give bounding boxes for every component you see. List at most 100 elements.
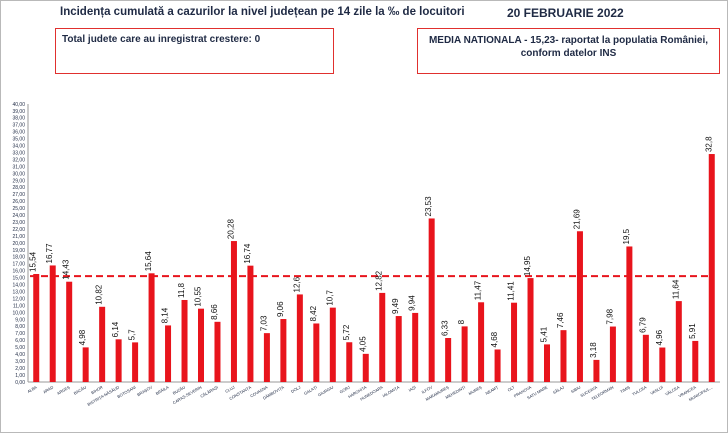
bar bbox=[247, 265, 254, 382]
y-tick-label: 15,00 bbox=[12, 276, 25, 282]
bar bbox=[576, 231, 583, 382]
data-label: 9,06 bbox=[276, 301, 285, 317]
data-label: 8,42 bbox=[309, 305, 318, 321]
y-tick-label: 23,00 bbox=[12, 220, 25, 226]
data-label: 4,98 bbox=[78, 329, 87, 345]
bar bbox=[544, 344, 550, 382]
data-label: 6,33 bbox=[441, 320, 450, 336]
data-label: 7,03 bbox=[259, 315, 268, 331]
category-label: BRAȘOV bbox=[136, 384, 153, 397]
y-tick-label: 4,00 bbox=[15, 352, 25, 358]
data-label: 14,43 bbox=[62, 259, 71, 280]
category-label: GORJ bbox=[339, 385, 351, 395]
y-tick-label: 37,00 bbox=[12, 123, 25, 129]
bar bbox=[494, 349, 501, 382]
data-label: 32,8 bbox=[704, 136, 713, 152]
y-tick-label: 33,00 bbox=[12, 150, 25, 156]
bar bbox=[99, 306, 106, 382]
y-tick-label: 24,00 bbox=[12, 213, 25, 219]
national-average-line2: conform datelor INS bbox=[520, 48, 617, 59]
bar bbox=[198, 308, 204, 382]
data-label: 4,96 bbox=[655, 329, 664, 345]
bar bbox=[49, 265, 56, 382]
y-tick-label: 8,00 bbox=[15, 324, 25, 330]
bar bbox=[428, 218, 435, 382]
national-average-line1: MEDIA NATIONALA - 15,23- raportat la pop… bbox=[428, 35, 709, 46]
y-tick-label: 12,00 bbox=[12, 296, 25, 302]
y-tick-label: 40,00 bbox=[12, 102, 25, 108]
category-label: BISTRIȚA-NĂSĂUD bbox=[86, 384, 120, 406]
y-tick-label: 35,00 bbox=[12, 137, 25, 143]
bar bbox=[412, 312, 419, 382]
bar bbox=[692, 340, 699, 382]
y-tick-label: 21,00 bbox=[12, 234, 25, 240]
data-label: 8,14 bbox=[161, 307, 170, 323]
increase-note-text: Total judete care au inregistrat crester… bbox=[62, 34, 261, 45]
bar bbox=[33, 273, 40, 382]
category-label: SIBIU bbox=[570, 384, 582, 394]
bar bbox=[296, 294, 303, 382]
category-label: VASLUI bbox=[649, 385, 664, 396]
data-label: 20,28 bbox=[226, 218, 235, 239]
data-label: 11,8 bbox=[177, 282, 186, 298]
data-label: 7,46 bbox=[556, 312, 565, 328]
data-label: 3,18 bbox=[589, 342, 598, 358]
bar bbox=[593, 359, 600, 382]
data-label: 5,91 bbox=[688, 323, 697, 339]
data-label: 11,64 bbox=[671, 279, 680, 299]
y-tick-label: 13,00 bbox=[12, 289, 25, 295]
data-label: 9,49 bbox=[391, 298, 400, 314]
category-label: GIURGIU bbox=[317, 384, 334, 397]
bar bbox=[165, 325, 172, 382]
y-tick-label: 27,00 bbox=[12, 192, 25, 198]
y-tick-label: 3,00 bbox=[15, 359, 25, 365]
bar bbox=[66, 281, 73, 382]
bar bbox=[675, 301, 682, 382]
bar bbox=[214, 321, 221, 382]
category-label: SĂLAJ bbox=[552, 385, 565, 395]
y-tick-label: 9,00 bbox=[15, 317, 25, 323]
category-label: BIHOR bbox=[90, 384, 104, 395]
y-tick-label: 17,00 bbox=[12, 262, 25, 268]
data-label: 11,47 bbox=[474, 280, 483, 300]
data-label: 7,98 bbox=[605, 308, 614, 324]
data-label: 5,41 bbox=[540, 326, 549, 342]
data-label: 10,82 bbox=[95, 284, 104, 305]
bar bbox=[626, 246, 633, 382]
bar bbox=[132, 342, 139, 382]
category-label: TULCEA bbox=[631, 384, 647, 396]
category-label: ALBA bbox=[26, 384, 38, 394]
category-label: BACĂU bbox=[73, 384, 88, 395]
bar bbox=[379, 292, 386, 382]
y-tick-label: 31,00 bbox=[12, 164, 25, 170]
y-tick-label: 39,00 bbox=[12, 109, 25, 115]
data-label: 4,05 bbox=[358, 336, 367, 352]
category-label: MUREȘ bbox=[468, 384, 483, 396]
y-tick-label: 11,00 bbox=[13, 303, 25, 309]
data-label: 15,54 bbox=[29, 251, 38, 272]
y-tick-label: 34,00 bbox=[12, 144, 25, 150]
data-label: 19,5 bbox=[622, 228, 631, 244]
data-label: 11,41 bbox=[507, 281, 516, 301]
category-label: CĂLĂRAȘI bbox=[199, 385, 219, 399]
bar bbox=[560, 330, 567, 382]
data-label: 6,14 bbox=[111, 321, 120, 337]
bar bbox=[445, 338, 452, 382]
bar bbox=[230, 241, 237, 382]
y-tick-label: 7,00 bbox=[15, 331, 25, 337]
data-label: 9,94 bbox=[408, 295, 417, 311]
bar bbox=[527, 278, 534, 382]
category-label: ARAD bbox=[42, 384, 54, 394]
data-label: 12,6 bbox=[292, 276, 301, 292]
bar bbox=[82, 347, 89, 382]
data-label: 5,7 bbox=[128, 329, 137, 341]
bar bbox=[280, 319, 287, 382]
report-date: 20 FEBRUARIE 2022 bbox=[507, 6, 624, 20]
data-label: 16,74 bbox=[243, 243, 252, 264]
bar bbox=[329, 307, 336, 382]
data-label: 10,7 bbox=[325, 290, 334, 306]
data-label: 15,64 bbox=[144, 251, 153, 272]
category-label: GALAȚI bbox=[303, 385, 318, 396]
category-label: DOLJ bbox=[290, 385, 301, 394]
